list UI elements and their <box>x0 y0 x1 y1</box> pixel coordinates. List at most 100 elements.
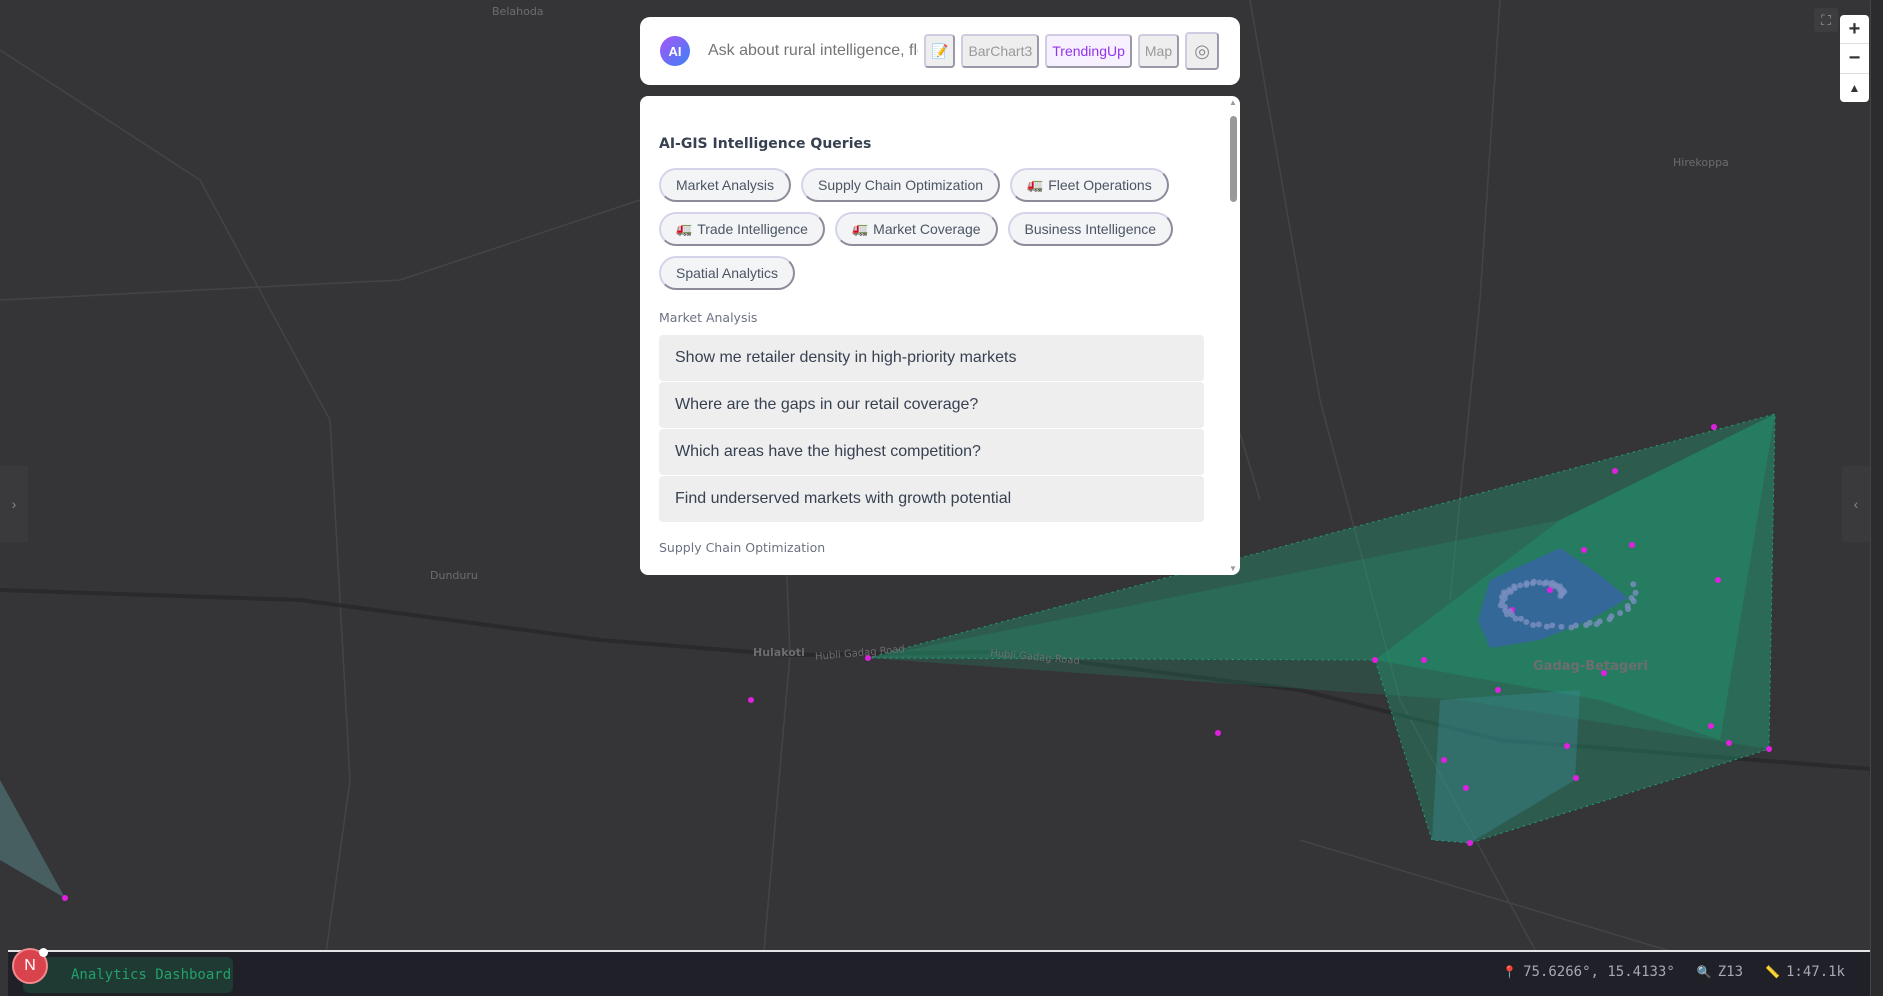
outlet-point[interactable] <box>1715 577 1721 583</box>
coverage-polygon[interactable] <box>0 780 65 898</box>
analytics-dashboard-button[interactable]: Analytics Dashboard <box>23 957 233 993</box>
retailer-point[interactable] <box>1529 580 1536 587</box>
scale-readout: 📏 1:47.1k <box>1765 964 1845 980</box>
outlet-point[interactable] <box>1629 542 1635 548</box>
retailer-point[interactable] <box>1628 595 1635 602</box>
outlet-point[interactable] <box>865 655 871 661</box>
chip-label: Business Intelligence <box>1024 221 1157 237</box>
outlet-point[interactable] <box>1708 723 1714 729</box>
retailer-point[interactable] <box>1523 581 1530 588</box>
retailer-point[interactable] <box>1507 588 1514 595</box>
query-list: Show me retailer density in high-priorit… <box>659 335 1204 522</box>
chip-market-analysis[interactable]: Market Analysis <box>659 168 792 202</box>
zoom-out-button[interactable]: − <box>1840 44 1869 74</box>
retailer-point[interactable] <box>1501 595 1508 602</box>
suggested-query[interactable]: Where are the gaps in our retail coverag… <box>659 382 1204 428</box>
retailer-point[interactable] <box>1512 615 1519 622</box>
notes-button[interactable]: 📝 <box>924 34 956 68</box>
retailer-point[interactable] <box>1617 610 1624 617</box>
chip-spatial-analytics[interactable]: Spatial Analytics <box>659 256 795 290</box>
outlet-point[interactable] <box>1581 547 1587 553</box>
coverage-polygon[interactable] <box>867 413 1776 844</box>
query-input[interactable] <box>708 42 918 60</box>
scroll-up-icon[interactable]: ▲ <box>1229 98 1237 107</box>
retailer-point[interactable] <box>1501 603 1508 610</box>
retailer-point[interactable] <box>1543 623 1550 630</box>
scroll-thumb[interactable] <box>1230 116 1237 202</box>
barchart-button[interactable]: BarChart3 <box>961 34 1040 68</box>
right-panel-toggle[interactable]: ‹ <box>1842 466 1870 542</box>
outlet-point[interactable] <box>1564 743 1570 749</box>
target-icon[interactable]: ◎ <box>1185 32 1220 70</box>
chip-business-intelligence[interactable]: Business Intelligence <box>1007 212 1174 246</box>
outlet-point[interactable] <box>1463 785 1469 791</box>
chip-supply-chain-optimization[interactable]: Supply Chain Optimization <box>801 168 1001 202</box>
fullscreen-icon[interactable]: ⛶ <box>1814 8 1838 32</box>
retailer-point[interactable] <box>1630 581 1637 588</box>
outlet-point[interactable] <box>62 895 68 901</box>
outlet-point[interactable] <box>1467 840 1473 846</box>
map-label-hirekoppa: Hirekoppa <box>1673 156 1729 169</box>
retailer-point[interactable] <box>1541 580 1548 587</box>
scale-text: 1:47.1k <box>1785 964 1845 980</box>
compass-icon[interactable]: ▲ <box>1848 80 1861 95</box>
ruler-icon: 📏 <box>1765 965 1780 979</box>
suggested-query[interactable]: Find underserved markets with growth pot… <box>659 476 1204 522</box>
map-label-belahoda: Belahoda <box>492 5 544 18</box>
coverage-polygon[interactable] <box>868 414 1775 749</box>
coverage-polygon[interactable] <box>1432 690 1580 843</box>
retailer-point[interactable] <box>1506 608 1513 615</box>
chip-fleet-operations[interactable]: 🚛 Fleet Operations <box>1010 168 1169 202</box>
retailer-point[interactable] <box>1536 579 1543 586</box>
category-chips: Market Analysis Supply Chain Optimization… <box>659 168 1199 290</box>
query-suggestions-panel: AI-GIS Intelligence Queries Market Analy… <box>640 96 1240 575</box>
outlet-point[interactable] <box>748 697 754 703</box>
outlet-point[interactable] <box>1601 670 1607 676</box>
outlet-point[interactable] <box>1372 657 1378 663</box>
retailer-point[interactable] <box>1530 621 1537 628</box>
chip-trade-intelligence[interactable]: 🚛 Trade Intelligence <box>659 212 825 246</box>
retailer-point[interactable] <box>1517 615 1524 622</box>
outlet-point[interactable] <box>1215 730 1221 736</box>
chip-label: Market Coverage <box>873 221 981 237</box>
chip-label: Supply Chain Optimization <box>818 177 984 193</box>
suggested-query[interactable]: Which areas have the highest competition… <box>659 429 1204 475</box>
retailer-point[interactable] <box>1596 618 1603 625</box>
retailer-point[interactable] <box>1557 587 1564 594</box>
retailer-point[interactable] <box>1511 585 1518 592</box>
outlet-point[interactable] <box>1766 746 1772 752</box>
suggested-query[interactable]: Show me retailer density in high-priorit… <box>659 335 1204 381</box>
retailer-point[interactable] <box>1549 622 1556 629</box>
outlet-point[interactable] <box>1547 587 1553 593</box>
trending-button[interactable]: TrendingUp <box>1045 34 1132 68</box>
retailer-point[interactable] <box>1535 621 1542 628</box>
retailer-point[interactable] <box>1558 623 1565 630</box>
outlet-point[interactable] <box>1612 468 1618 474</box>
retailer-point[interactable] <box>1523 619 1530 626</box>
retailer-point[interactable] <box>1568 624 1575 631</box>
retailer-point[interactable] <box>1632 589 1639 596</box>
map-button[interactable]: Map <box>1137 34 1180 68</box>
retailer-point[interactable] <box>1517 582 1524 589</box>
retailer-point[interactable] <box>1550 582 1557 589</box>
panel-scrollbar[interactable]: ▲ ▼ <box>1228 98 1238 573</box>
retailer-point[interactable] <box>1586 619 1593 626</box>
app-badge[interactable]: N <box>12 948 48 984</box>
outlet-point[interactable] <box>1711 424 1717 430</box>
retailer-point[interactable] <box>1608 613 1615 620</box>
outlet-point[interactable] <box>1726 740 1732 746</box>
zoom-in-button[interactable]: + <box>1840 15 1869 45</box>
left-panel-toggle[interactable]: › <box>0 466 28 542</box>
retailer-point[interactable] <box>1572 622 1579 629</box>
page-scrollbar[interactable] <box>1870 0 1883 996</box>
cluster-polygon[interactable] <box>1478 548 1628 648</box>
scroll-down-icon[interactable]: ▼ <box>1229 564 1237 573</box>
outlet-point[interactable] <box>1441 757 1447 763</box>
chip-label: Fleet Operations <box>1048 177 1152 193</box>
outlet-point[interactable] <box>1421 657 1427 663</box>
retailer-point[interactable] <box>1624 602 1631 609</box>
chip-market-coverage[interactable]: 🚛 Market Coverage <box>834 212 998 246</box>
outlet-point[interactable] <box>1573 775 1579 781</box>
outlet-point[interactable] <box>1495 687 1501 693</box>
